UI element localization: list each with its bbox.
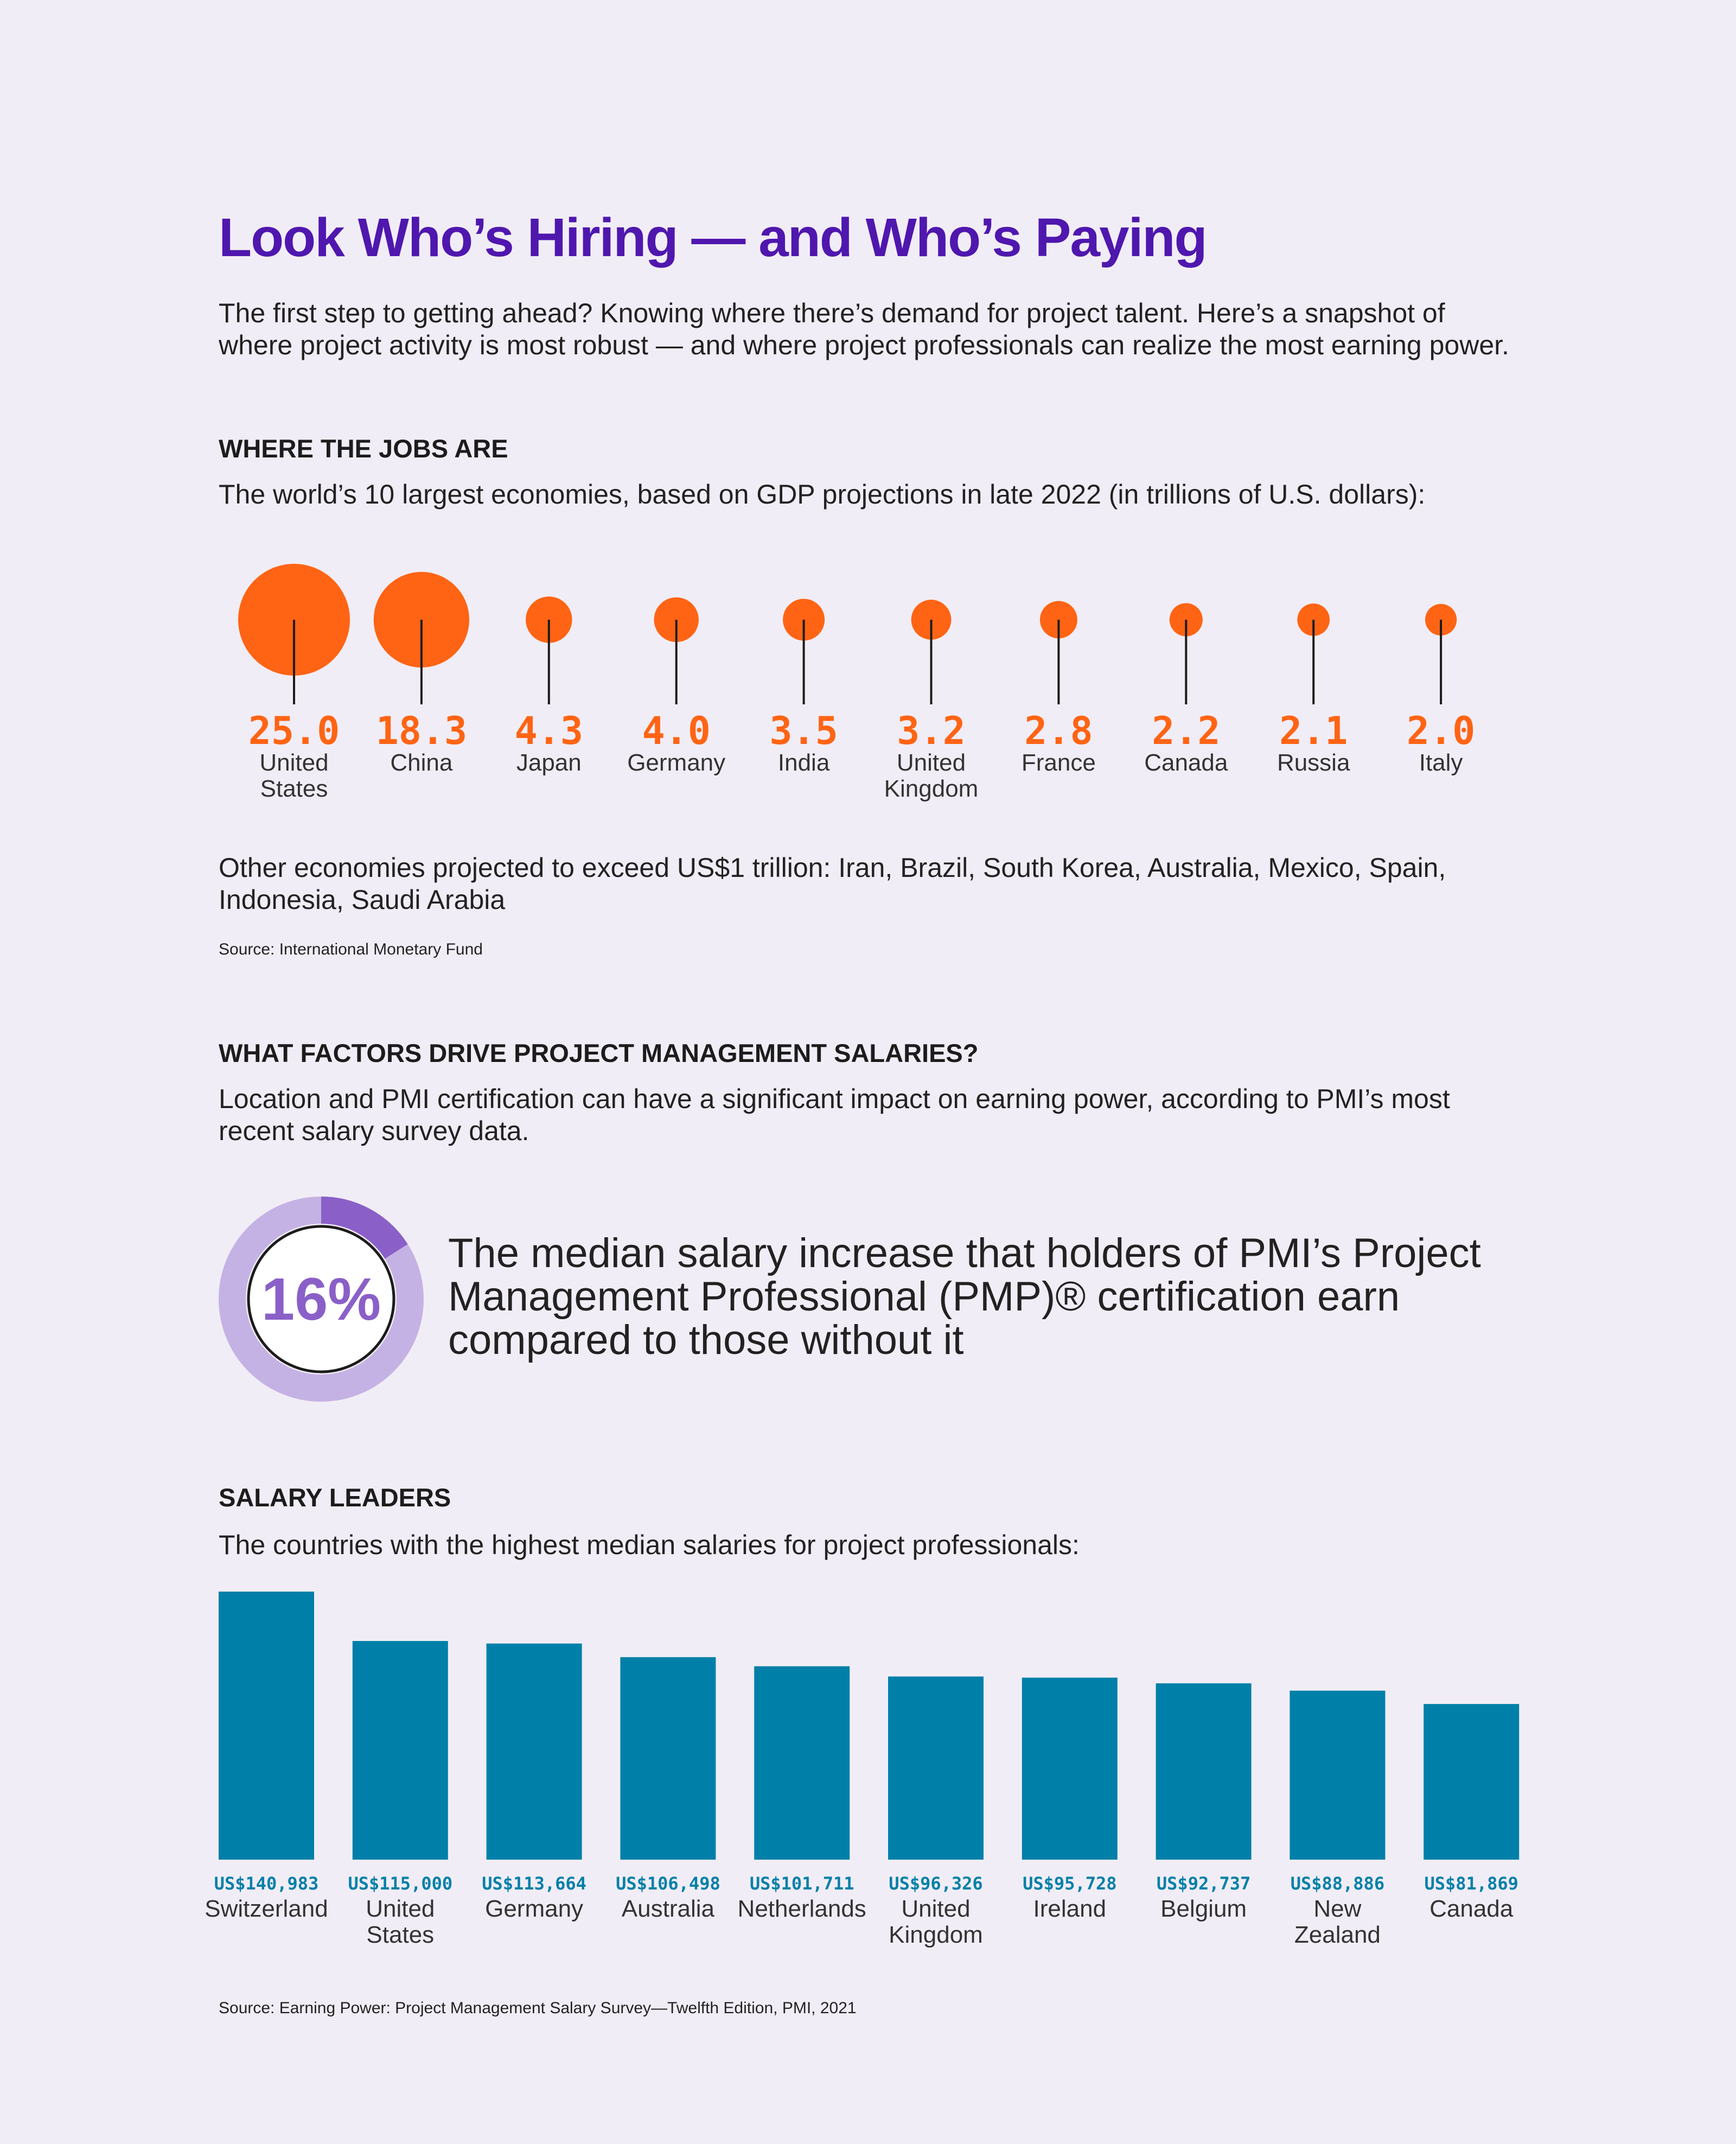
donut-value: 16%: [261, 1266, 381, 1333]
bar: [352, 1641, 448, 1860]
bar: [1022, 1677, 1118, 1860]
bar: [1290, 1690, 1386, 1860]
value-label: US$88,886: [1290, 1873, 1385, 1894]
value-label: US$113,664: [482, 1873, 586, 1894]
category-label: Canada: [1144, 749, 1228, 776]
category-label: Italy: [1419, 749, 1463, 776]
bar: [1156, 1683, 1252, 1860]
section-subtitle: Location and PMI certification can have …: [219, 1084, 1450, 1146]
category-label: Australia: [621, 1895, 714, 1922]
source: Source: Earning Power: Project Managemen…: [219, 1999, 857, 2017]
donut-description: The median salary increase that holders …: [448, 1230, 1481, 1363]
category-label: United States: [366, 1895, 435, 1948]
category-label: Russia: [1277, 749, 1350, 776]
section-subtitle: The world’s 10 largest economies, based …: [219, 479, 1426, 510]
note: Other economies projected to exceed US$1…: [219, 852, 1446, 915]
value-label: US$106,498: [616, 1873, 720, 1894]
category-label: New Zealand: [1294, 1895, 1381, 1948]
category-label: United States: [259, 749, 329, 802]
bar: [620, 1657, 716, 1860]
page-title: Look Who’s Hiring — and Who’s Paying: [219, 207, 1208, 268]
category-label: United Kingdom: [884, 749, 979, 802]
source: Source: International Monetary Fund: [219, 940, 483, 958]
bar: [888, 1676, 984, 1860]
donut-segment: [219, 1197, 424, 1402]
bar: [219, 1592, 314, 1860]
value-label: 3.5: [769, 709, 838, 753]
value-label: 2.2: [1152, 709, 1221, 753]
category-label: Germany: [485, 1895, 584, 1922]
bar: [486, 1643, 582, 1860]
category-label: France: [1021, 749, 1096, 776]
intro: The first step to getting ahead? Knowing…: [219, 298, 1509, 360]
value-label: 2.0: [1406, 709, 1476, 753]
value-label: 4.0: [642, 709, 711, 753]
category-label: Germany: [627, 749, 726, 776]
category-label: Switzerland: [205, 1895, 328, 1922]
category-label: India: [777, 749, 830, 776]
category-label: Japan: [516, 749, 582, 776]
category-label: China: [390, 749, 453, 776]
donut-center: [247, 1225, 395, 1373]
section-heading: WHAT FACTORS DRIVE PROJECT MANAGEMENT SA…: [219, 1039, 979, 1067]
bar: [754, 1666, 850, 1860]
category-label: Netherlands: [737, 1895, 866, 1922]
section-heading: SALARY LEADERS: [219, 1483, 451, 1512]
category-label: Canada: [1429, 1895, 1514, 1922]
value-label: US$115,000: [348, 1873, 453, 1894]
category-label: Belgium: [1160, 1895, 1247, 1922]
value-label: 4.3: [514, 709, 584, 753]
value-label: US$140,983: [214, 1873, 319, 1894]
value-label: 3.2: [897, 709, 966, 753]
value-label: 2.1: [1279, 709, 1348, 753]
value-label: 18.3: [375, 709, 468, 753]
category-label: United Kingdom: [889, 1895, 983, 1948]
bar: [1424, 1704, 1520, 1860]
category-label: Ireland: [1033, 1895, 1107, 1922]
value-label: US$96,326: [889, 1873, 983, 1894]
value-label: US$95,728: [1023, 1873, 1117, 1894]
value-label: US$92,737: [1156, 1873, 1251, 1894]
section-subtitle: The countries with the highest median sa…: [219, 1530, 1080, 1560]
value-label: 25.0: [248, 709, 340, 753]
section-heading: WHERE THE JOBS ARE: [219, 434, 508, 463]
value-label: US$81,869: [1424, 1873, 1518, 1894]
value-label: US$101,711: [749, 1873, 854, 1894]
value-label: 2.8: [1024, 709, 1093, 753]
